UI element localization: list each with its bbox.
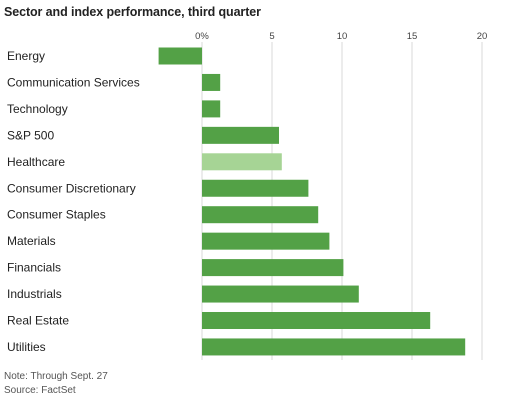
category-label: Materials: [7, 234, 56, 248]
x-tick-label: 20: [477, 31, 488, 42]
bars: [158, 47, 466, 356]
bar: [202, 73, 221, 91]
bar: [202, 232, 330, 250]
bar: [202, 338, 466, 356]
bar: [202, 153, 282, 171]
category-label: Healthcare: [7, 155, 65, 169]
bar-chart: 0% 5 10 15 20 Energy Communication Services Te…: [7, 31, 487, 360]
category-label: Industrials: [7, 287, 62, 301]
category-label: Financials: [7, 261, 61, 275]
category-label: Energy: [7, 49, 45, 63]
chart-source: Source: FactSet: [4, 385, 76, 396]
bar: [202, 312, 431, 329]
x-tick-label: 15: [407, 31, 418, 42]
bar: [202, 100, 221, 118]
category-label: Consumer Discretionary: [7, 181, 136, 195]
category-label: Consumer Staples: [7, 208, 106, 222]
x-tick-label: 0%: [195, 31, 209, 42]
chart-title: Sector and index performance, third quar…: [4, 5, 261, 19]
category-label: Utilities: [7, 340, 46, 354]
category-label: Technology: [7, 102, 68, 116]
x-tick-label: 10: [337, 31, 348, 42]
x-tick-label: 5: [269, 31, 274, 42]
bar: [158, 47, 202, 65]
grid-lines: [201, 42, 483, 360]
chart-note: Note: Through Sept. 27: [4, 371, 108, 382]
bar: [202, 259, 344, 277]
bar: [202, 126, 279, 144]
category-label: S&P 500: [7, 128, 54, 142]
category-label: Real Estate: [7, 314, 69, 328]
bar: [202, 206, 319, 224]
bar: [202, 179, 309, 197]
bar: [202, 285, 359, 303]
category-label: Communication Services: [7, 75, 140, 89]
x-axis-ticks: 0% 5 10 15 20: [195, 31, 487, 42]
category-labels: Energy Communication Services Technology S&…: [7, 49, 140, 354]
